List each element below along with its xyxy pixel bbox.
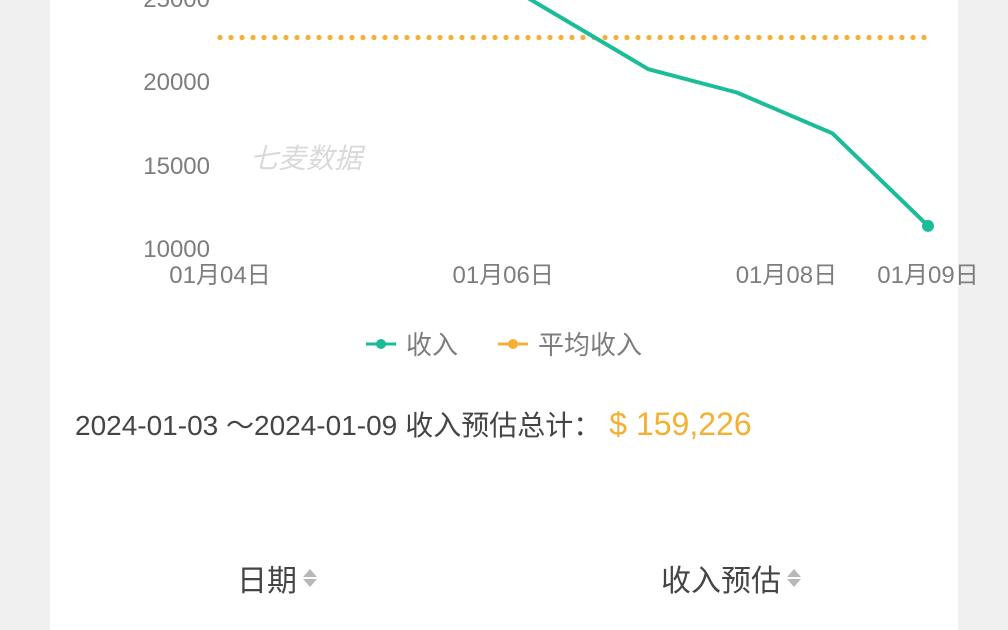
summary-label: 收入预估总计： <box>405 404 601 444</box>
table-header: 日期 收入预估 <box>50 526 958 630</box>
x-tick-label: 01月09日 <box>877 255 978 290</box>
summary-row: 2024-01-03 ～2024-01-09 收入预估总计： $ 159,226 <box>50 382 958 466</box>
x-axis: 01月04日01月06日01月08日01月09日 <box>190 255 958 295</box>
column-header-revenue[interactable]: 收入预估 <box>504 556 958 600</box>
sort-icon <box>787 569 801 587</box>
analytics-panel: 10000150002000025000 01月04日01月06日01月08日0… <box>50 0 958 630</box>
y-axis: 10000150002000025000 <box>50 0 210 295</box>
legend-label: 收入 <box>406 325 458 362</box>
legend-label: 平均收入 <box>538 325 642 362</box>
legend-item-average[interactable]: 平均收入 <box>498 325 642 362</box>
revenue-chart: 10000150002000025000 01月04日01月06日01月08日0… <box>50 0 958 295</box>
chart-legend: 收入 平均收入 <box>50 295 958 382</box>
chart-plot <box>220 0 928 250</box>
y-tick-label: 25000 <box>110 0 210 14</box>
y-tick-label: 20000 <box>110 69 210 97</box>
summary-amount: $ 159,226 <box>609 406 751 443</box>
y-tick-label: 15000 <box>110 153 210 181</box>
legend-marker-icon <box>366 337 396 351</box>
x-tick-label: 01月06日 <box>452 255 553 290</box>
x-tick-label: 01月04日 <box>169 255 270 290</box>
column-header-date[interactable]: 日期 <box>50 556 504 600</box>
legend-item-revenue[interactable]: 收入 <box>366 325 458 362</box>
chart-svg <box>220 0 928 250</box>
sort-icon <box>303 569 317 587</box>
summary-date-range: 2024-01-03 ～2024-01-09 <box>75 404 397 444</box>
legend-marker-icon <box>498 337 528 351</box>
column-label: 日期 <box>237 556 297 600</box>
x-tick-label: 01月08日 <box>736 255 837 290</box>
column-label: 收入预估 <box>661 556 781 600</box>
